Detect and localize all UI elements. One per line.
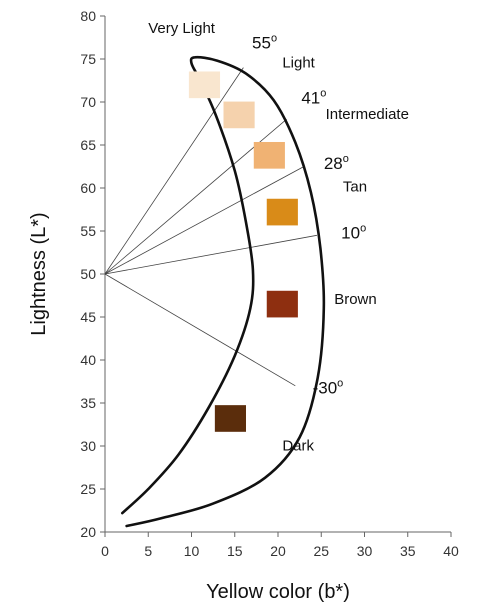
y-tick-label: 60 bbox=[80, 180, 96, 196]
color-swatch bbox=[223, 101, 255, 129]
x-tick-label: 40 bbox=[443, 543, 459, 559]
x-tick-label: 30 bbox=[357, 543, 373, 559]
y-tick-label: 65 bbox=[80, 137, 96, 153]
x-tick-label: 20 bbox=[270, 543, 286, 559]
y-tick-label: 45 bbox=[80, 309, 96, 325]
y-tick-label: 30 bbox=[80, 438, 96, 454]
y-tick-label: 55 bbox=[80, 223, 96, 239]
y-axis-title: Lightness (L*) bbox=[28, 212, 50, 335]
y-tick-label: 50 bbox=[80, 266, 96, 282]
y-tick-label: 20 bbox=[80, 524, 96, 540]
x-axis-title: Yellow color (b*) bbox=[206, 581, 350, 603]
x-tick-label: 10 bbox=[184, 543, 200, 559]
angle-label: -30o bbox=[313, 378, 344, 398]
angle-label: 55o bbox=[252, 33, 277, 53]
color-swatch bbox=[266, 198, 298, 226]
angle-label: 28o bbox=[324, 153, 349, 173]
x-tick-label: 0 bbox=[101, 543, 109, 559]
x-tick-label: 35 bbox=[400, 543, 416, 559]
color-swatch bbox=[188, 71, 221, 99]
x-tick-label: 5 bbox=[144, 543, 152, 559]
region-label: Light bbox=[282, 55, 315, 72]
color-swatch bbox=[266, 290, 298, 318]
y-tick-label: 35 bbox=[80, 395, 96, 411]
hue-angle-ray bbox=[104, 273, 296, 387]
x-tick-label: 15 bbox=[227, 543, 243, 559]
region-label: Dark bbox=[282, 437, 314, 454]
y-tick-label: 75 bbox=[80, 51, 96, 67]
region-label: Brown bbox=[334, 291, 377, 308]
color-swatch bbox=[253, 141, 285, 169]
plot-area: 20 25 30 35 40 45 50 55 60 65 70 75 80 0 5 10 15 20 25 30 35… bbox=[28, 8, 459, 603]
y-tick-label: 70 bbox=[80, 94, 96, 110]
region-label: Intermediate bbox=[326, 106, 409, 123]
hue-angle-ray bbox=[104, 67, 244, 275]
angle-label: 10o bbox=[341, 223, 366, 243]
angle-label: 41o bbox=[301, 88, 326, 108]
region-label: Very Light bbox=[148, 20, 216, 37]
region-label: Tan bbox=[343, 178, 367, 195]
y-tick-label: 25 bbox=[80, 481, 96, 497]
hue-angle-ray bbox=[104, 166, 305, 275]
x-tick-label: 25 bbox=[313, 543, 329, 559]
y-tick-label: 40 bbox=[80, 352, 96, 368]
y-tick-label: 80 bbox=[80, 8, 96, 24]
hue-angle-ray bbox=[104, 234, 317, 275]
color-swatch bbox=[214, 405, 246, 432]
color-gamut-boundary bbox=[121, 55, 326, 528]
